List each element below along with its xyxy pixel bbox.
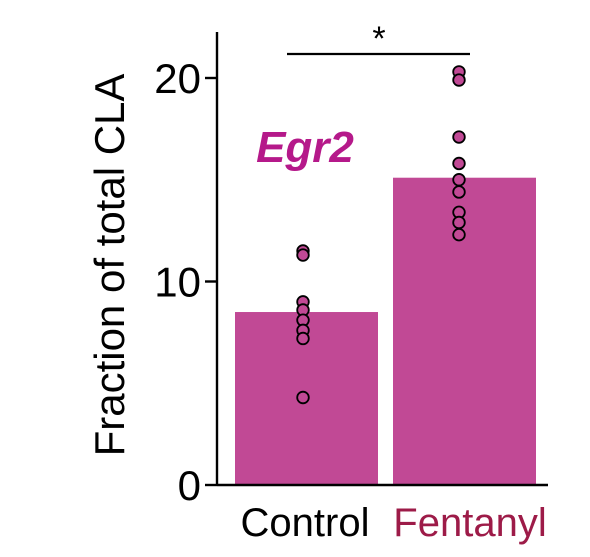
gene-annotation: Egr2 [256, 123, 354, 172]
bar-fentanyl [393, 177, 536, 485]
data-point [452, 185, 466, 199]
y-tick-label: 0 [178, 462, 201, 509]
data-point [452, 130, 466, 144]
data-point [296, 331, 310, 346]
x-tick-label-fentanyl: Fentanyl [393, 501, 546, 545]
y-axis-label: Fraction of total CLA [86, 74, 133, 457]
significance-label: * [372, 20, 385, 58]
data-point [452, 215, 466, 230]
data-point [452, 156, 466, 171]
x-tick-label-control: Control [241, 501, 370, 545]
data-point [452, 173, 466, 187]
data-point [296, 248, 310, 262]
y-tick-label: 10 [154, 259, 201, 306]
data-point [452, 227, 466, 242]
data-point [296, 390, 310, 405]
data-point [452, 73, 466, 87]
y-tick-label: 20 [154, 55, 201, 102]
